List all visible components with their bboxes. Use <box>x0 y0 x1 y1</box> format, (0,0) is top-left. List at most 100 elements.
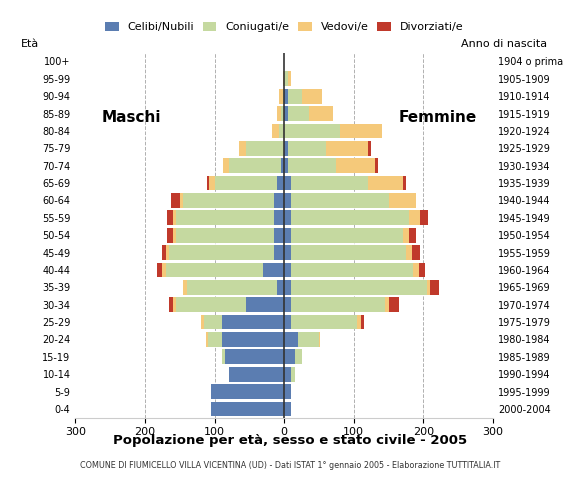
Bar <box>288 106 309 121</box>
Bar <box>211 402 284 416</box>
Bar <box>326 141 368 156</box>
Bar <box>340 123 382 138</box>
Bar <box>229 158 281 173</box>
Bar <box>180 193 183 208</box>
Bar <box>284 315 291 329</box>
Bar <box>427 280 430 295</box>
Bar <box>291 297 385 312</box>
Bar <box>172 193 180 208</box>
Bar <box>284 89 288 104</box>
Bar <box>284 280 291 295</box>
Bar <box>420 210 428 225</box>
Bar <box>183 193 274 208</box>
Bar <box>277 176 284 191</box>
Bar <box>291 228 403 242</box>
Bar <box>173 297 176 312</box>
Bar <box>263 263 284 277</box>
Bar <box>288 141 326 156</box>
Bar <box>288 89 302 104</box>
Bar <box>302 89 322 104</box>
Bar <box>222 349 225 364</box>
Bar <box>187 280 277 295</box>
Bar <box>403 176 406 191</box>
Bar <box>183 280 187 295</box>
Bar <box>209 176 215 191</box>
Bar <box>283 89 284 104</box>
Bar <box>291 193 389 208</box>
Bar <box>368 176 403 191</box>
Bar <box>166 245 169 260</box>
Bar <box>157 263 162 277</box>
Bar <box>284 402 291 416</box>
Bar <box>223 158 229 173</box>
Bar <box>409 210 420 225</box>
Bar <box>375 158 378 173</box>
Bar <box>284 210 291 225</box>
Bar <box>284 193 291 208</box>
Bar <box>412 245 420 260</box>
Bar <box>284 332 298 347</box>
Bar <box>284 158 288 173</box>
Legend: Celibi/Nubili, Coniugati/e, Vedovi/e, Divorziati/e: Celibi/Nubili, Coniugati/e, Vedovi/e, Di… <box>106 22 463 32</box>
Text: Maschi: Maschi <box>102 109 161 125</box>
Bar <box>409 228 416 242</box>
Bar <box>278 123 284 138</box>
Bar <box>173 210 176 225</box>
Text: Femmine: Femmine <box>398 109 476 125</box>
Bar <box>368 141 371 156</box>
Bar <box>284 106 288 121</box>
Text: COMUNE DI FIUMICELLO VILLA VICENTINA (UD) - Dati ISTAT 1° gennaio 2005 - Elabora: COMUNE DI FIUMICELLO VILLA VICENTINA (UD… <box>80 461 500 470</box>
Bar <box>176 210 274 225</box>
Bar <box>176 228 274 242</box>
Bar <box>281 158 284 173</box>
Bar <box>284 349 295 364</box>
Bar <box>295 349 302 364</box>
Bar <box>167 210 173 225</box>
Bar <box>246 297 284 312</box>
Bar <box>283 72 284 86</box>
Bar <box>280 89 283 104</box>
Bar <box>389 193 416 208</box>
Bar <box>413 263 419 277</box>
Bar <box>277 280 284 295</box>
Text: Anno di nascita: Anno di nascita <box>461 39 548 49</box>
Bar <box>211 384 284 399</box>
Bar <box>222 332 284 347</box>
Bar <box>162 263 166 277</box>
Bar <box>336 158 375 173</box>
Bar <box>403 228 409 242</box>
Bar <box>207 176 209 191</box>
Bar <box>204 315 222 329</box>
Bar <box>274 193 284 208</box>
Bar <box>389 297 399 312</box>
Bar <box>284 123 340 138</box>
Bar <box>271 123 278 138</box>
Bar <box>385 297 389 312</box>
Bar <box>291 263 413 277</box>
Bar <box>284 384 291 399</box>
Bar <box>167 228 173 242</box>
Bar <box>288 158 336 173</box>
Bar <box>430 280 438 295</box>
Bar <box>246 141 284 156</box>
Bar <box>274 228 284 242</box>
Bar <box>291 245 406 260</box>
Bar <box>169 297 173 312</box>
Bar <box>291 367 295 382</box>
Text: Età: Età <box>21 39 39 49</box>
Bar <box>215 176 277 191</box>
Bar <box>357 315 361 329</box>
Bar <box>281 106 284 121</box>
Bar <box>274 210 284 225</box>
Bar <box>208 332 222 347</box>
Bar <box>201 315 204 329</box>
Bar <box>162 245 166 260</box>
Bar <box>225 349 284 364</box>
Bar <box>169 245 274 260</box>
Bar <box>239 141 246 156</box>
Bar <box>284 263 291 277</box>
Bar <box>206 332 208 347</box>
Bar <box>319 332 320 347</box>
Bar <box>419 263 426 277</box>
Bar <box>277 106 281 121</box>
